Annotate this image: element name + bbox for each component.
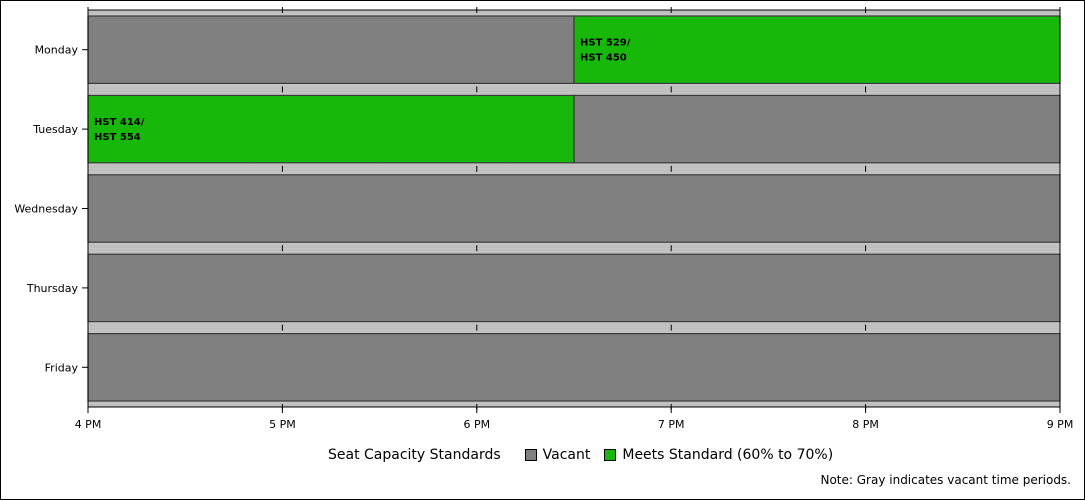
legend: Seat Capacity Standards Vacant Meets Sta… (328, 445, 847, 465)
legend-item-meets-standard: Meets Standard (60% to 70%) (604, 447, 833, 463)
x-tick-label-7-pm: 7 PM (658, 418, 685, 431)
bar-tuesday-vacant (573, 94, 1061, 164)
legend-label-vacant: Vacant (542, 447, 591, 463)
legend-title: Seat Capacity Standards (328, 447, 501, 463)
footnote: Note: Gray indicates vacant time periods… (820, 473, 1071, 487)
x-tick-label-5-pm: 5 PM (269, 418, 296, 431)
bar-friday-vacant (87, 333, 1061, 402)
bar-tuesday-meets-standard-60-to-70 (87, 94, 575, 164)
segment-label: HST 414/ (94, 117, 145, 128)
legend-swatch-meets-standard (604, 449, 617, 461)
bar-wednesday-vacant (87, 174, 1061, 243)
legend-label-meets-standard: Meets Standard (60% to 70%) (622, 447, 834, 463)
segment-label: HST 554 (94, 132, 141, 143)
y-tick-label-monday: Monday (35, 44, 79, 57)
bar-thursday-vacant (87, 253, 1061, 323)
x-tick-label-4-pm: 4 PM (75, 418, 102, 431)
y-tick-label-tuesday: Tuesday (32, 123, 78, 136)
y-tick-label-thursday: Thursday (26, 282, 79, 295)
y-tick-label-wednesday: Wednesday (14, 203, 78, 216)
segment-label: HST 529/ (580, 38, 631, 49)
x-tick-label-8-pm: 8 PM (852, 418, 879, 431)
bar-monday-meets-standard-60-to-70 (573, 15, 1061, 85)
y-tick-label-friday: Friday (45, 361, 79, 374)
x-tick-label-9-pm: 9 PM (1047, 418, 1074, 431)
bar-monday-vacant (87, 15, 575, 85)
legend-item-vacant: Vacant (524, 447, 591, 463)
x-tick-label-6-pm: 6 PM (463, 418, 490, 431)
segment-label: HST 450 (580, 53, 627, 64)
legend-swatch-vacant (524, 449, 537, 461)
